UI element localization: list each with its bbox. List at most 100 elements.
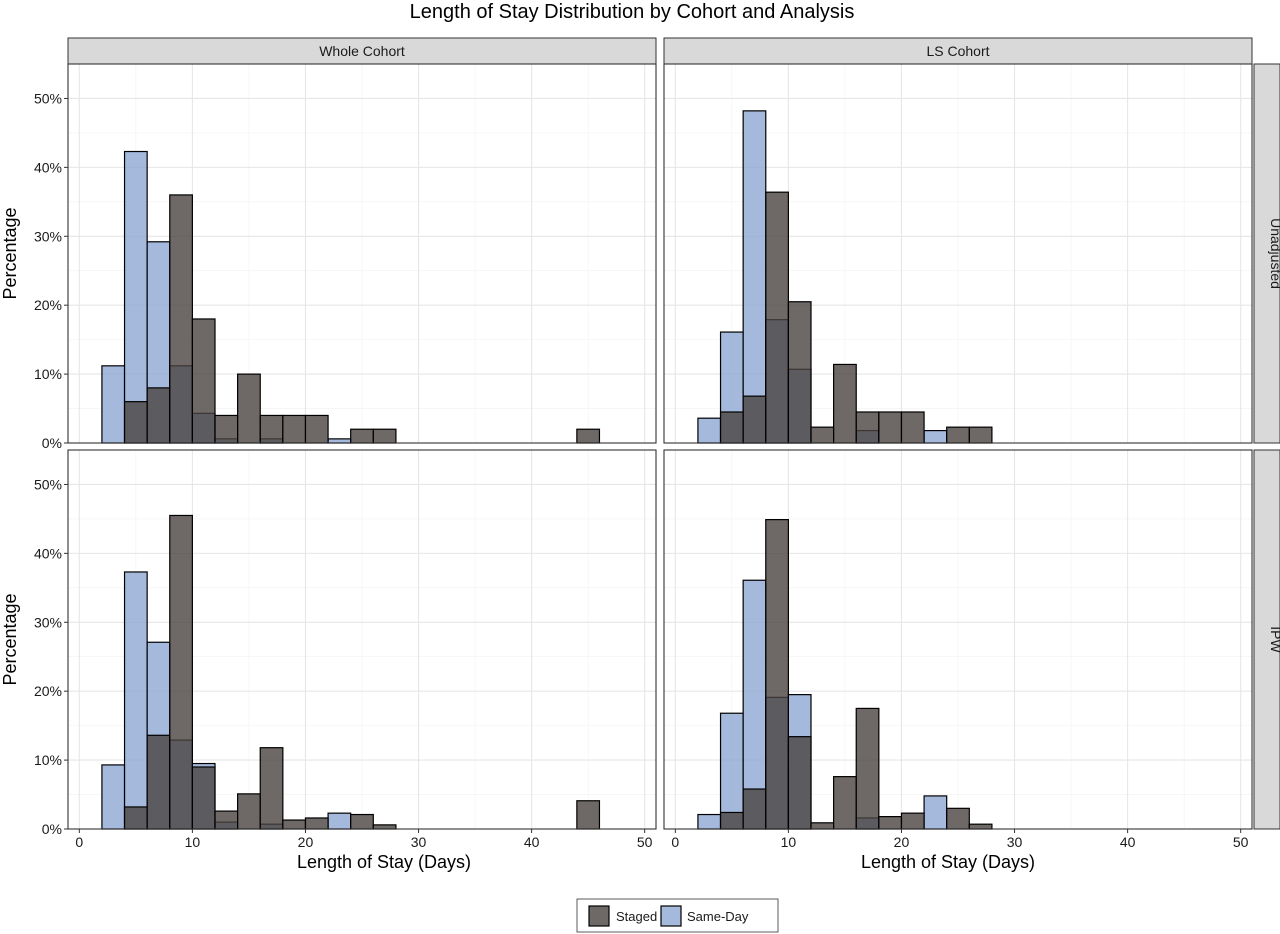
legend-label-same-day: Same-Day (687, 909, 749, 924)
panel-border (663, 449, 1253, 830)
staged-bar (719, 411, 744, 444)
staged-bar (878, 411, 903, 444)
y-tick-label: 10% (34, 366, 62, 382)
staged-bar (576, 800, 601, 830)
staged-bar (833, 363, 857, 444)
x-tick-label: 30 (1007, 834, 1023, 850)
panel-ls-cohort-unadjusted (663, 63, 1253, 444)
x-tick-label: 40 (524, 834, 540, 850)
x-tick-label: 50 (1233, 834, 1249, 850)
strip-label-ipw: IPW (1268, 626, 1280, 653)
staged-bar (968, 426, 993, 444)
y-tick-label: 50% (34, 90, 62, 106)
x-tick-label: 30 (411, 834, 427, 850)
y-tick-label: 20% (34, 297, 62, 313)
staged-bar (372, 824, 397, 830)
staged-bar (191, 766, 216, 830)
staged-bar (169, 514, 193, 830)
panel-border (67, 63, 657, 444)
x-tick-label: 0 (75, 834, 83, 850)
legend-label-staged: Staged (616, 909, 657, 924)
strip-ls-cohort (663, 37, 1253, 65)
x-axis-title-right: Length of Stay (Days) (861, 852, 1035, 872)
panel-whole-cohort-ipw (67, 449, 657, 830)
staged-bar (742, 788, 767, 830)
y-axis-title-top: Percentage (0, 207, 20, 299)
same-day-bar (101, 365, 126, 444)
staged-bar (878, 815, 903, 830)
same-day-bar (923, 429, 948, 444)
staged-bar (282, 414, 307, 444)
same-day-bar (101, 764, 126, 830)
staged-bar (787, 301, 812, 444)
staged-bar (946, 426, 970, 444)
staged-bar (237, 373, 261, 444)
staged-bar (169, 194, 193, 444)
staged-bar (214, 810, 239, 830)
staged-bar (372, 428, 397, 444)
staged-bar (765, 518, 789, 830)
axis-tick-labels: 0% 10% 20% 30% 40% 50% 0% 10% 20% 30% 40% 50% 0 10 20 3… (34, 90, 1249, 850)
x-tick-label: 0 (671, 834, 679, 850)
y-tick-label: 20% (34, 683, 62, 699)
staged-bar (350, 428, 374, 444)
y-axis-title-bottom: Percentage (0, 593, 20, 685)
staged-bar (833, 776, 857, 830)
same-day-bar (742, 110, 767, 444)
staged-bar (282, 819, 307, 830)
legend-key-staged (588, 905, 610, 927)
staged-bar (146, 734, 171, 830)
chart-title: Length of Stay Distribution by Cohort an… (410, 1, 855, 23)
staged-bar (810, 426, 835, 444)
staged-bar (765, 191, 789, 444)
same-day-bar (123, 571, 148, 830)
staged-bar (191, 318, 216, 444)
strip-label-whole-cohort: Whole Cohort (319, 43, 405, 59)
x-tick-label: 40 (1120, 834, 1136, 850)
y-tick-label: 40% (34, 545, 62, 561)
panel-border (663, 63, 1253, 444)
strip-label-ls-cohort: LS Cohort (926, 43, 989, 59)
x-tick-label: 50 (637, 834, 653, 850)
strip-label-unadjusted: Unadjusted (1268, 218, 1280, 289)
staged-bar (123, 401, 148, 444)
staged-bar (304, 414, 329, 444)
staged-bar (576, 428, 601, 444)
legend-key-same-day (660, 905, 682, 927)
staged-bar (900, 411, 925, 444)
x-axis-title-left: Length of Stay (Days) (297, 852, 471, 872)
y-tick-label: 30% (34, 614, 62, 630)
strip-ipw (1253, 449, 1280, 830)
strip-whole-cohort (67, 37, 657, 65)
same-day-bar (327, 812, 352, 830)
staged-bar (719, 811, 744, 830)
x-tick-label: 10 (781, 834, 797, 850)
staged-bar (946, 807, 970, 830)
y-tick-label: 10% (34, 752, 62, 768)
panel-ls-cohort-ipw (663, 449, 1253, 830)
x-tick-label: 20 (894, 834, 910, 850)
staged-bar (123, 806, 148, 830)
x-tick-label: 20 (298, 834, 314, 850)
staged-bar (855, 411, 880, 444)
staged-bar (146, 387, 171, 444)
strip-unadjusted (1253, 63, 1280, 444)
staged-bar (855, 707, 880, 830)
same-day-bar (697, 813, 722, 830)
same-day-bar (327, 438, 352, 444)
staged-bar (787, 736, 812, 830)
y-tick-label: 40% (34, 159, 62, 175)
panel-whole-cohort-unadjusted (67, 63, 657, 444)
staged-bar (810, 822, 835, 830)
panel-border (67, 449, 657, 830)
staged-bar (900, 812, 925, 830)
same-day-bar (923, 795, 948, 830)
y-tick-label: 50% (34, 476, 62, 492)
staged-bar (742, 395, 767, 444)
same-day-bar (697, 417, 722, 444)
same-day-bar (719, 712, 744, 830)
staged-bar (259, 414, 284, 444)
staged-bar (304, 817, 329, 830)
legend: Staged Same-Day (576, 898, 779, 933)
